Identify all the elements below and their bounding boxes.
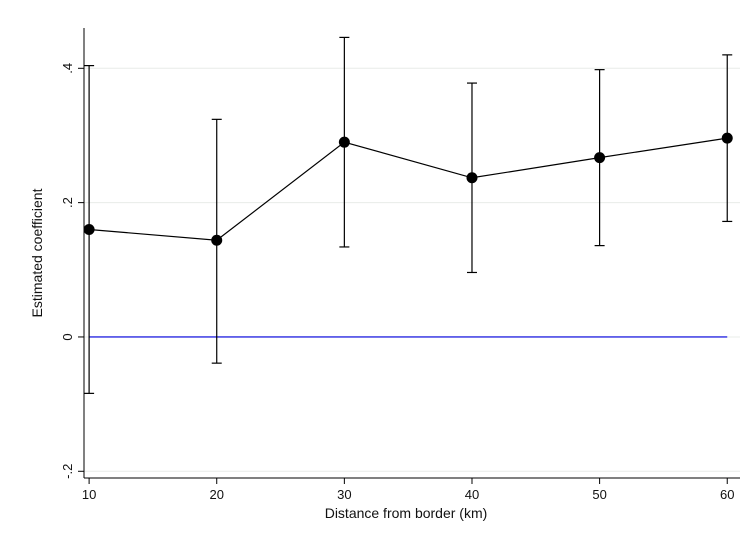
x-tick-label: 10 [82, 487, 96, 502]
series-line [89, 137, 728, 241]
data-point [338, 136, 350, 148]
x-tick-label: 40 [465, 487, 479, 502]
data-points [83, 132, 733, 246]
y-tick-label: 0 [60, 333, 75, 340]
y-tick-label: .4 [60, 63, 75, 74]
data-point [721, 132, 733, 144]
x-axis-title: Distance from border (km) [325, 505, 488, 521]
data-point [466, 172, 478, 184]
x-tick-label: 60 [720, 487, 734, 502]
data-point [594, 152, 606, 164]
tick-labels: -.2 0 .2 .4 10 20 30 40 50 60 [60, 63, 734, 502]
error-bars [84, 36, 733, 394]
y-axis-title: Estimated coefficient [29, 188, 45, 317]
y-tick-label: -.2 [60, 464, 75, 479]
x-tick-label: 30 [337, 487, 351, 502]
data-point [83, 223, 95, 235]
data-point [211, 234, 223, 246]
y-tick-label: .2 [60, 197, 75, 208]
axes [78, 28, 740, 484]
x-tick-label: 50 [592, 487, 606, 502]
x-tick-label: 20 [209, 487, 223, 502]
gridlines [84, 67, 740, 472]
series-line-layer [89, 137, 728, 241]
